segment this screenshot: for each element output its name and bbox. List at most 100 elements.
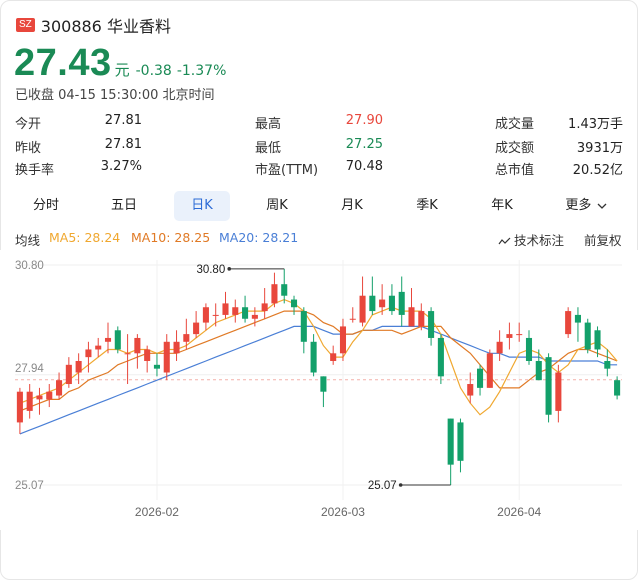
- candle: [222, 291, 229, 319]
- candle-body: [506, 334, 513, 338]
- candle: [212, 303, 219, 327]
- adjust-selector[interactable]: 前复权: [584, 230, 622, 249]
- amount-value: 3931万: [576, 141, 623, 156]
- candle: [104, 322, 112, 354]
- tab-daily-k[interactable]: 日K: [174, 191, 230, 221]
- candle-body: [614, 380, 621, 396]
- high-value: 27.90: [345, 113, 383, 128]
- candle-body: [467, 384, 474, 396]
- candle-body: [320, 376, 327, 392]
- candle: [379, 284, 386, 315]
- candle: [134, 334, 141, 369]
- tab-yearly-k[interactable]: 年K: [491, 198, 513, 213]
- candle: [163, 334, 170, 381]
- tab-intraday[interactable]: 分时: [32, 198, 59, 213]
- price-row: 27.43 元 -0.38 -1.37%: [14, 42, 226, 85]
- candle-body: [222, 303, 229, 315]
- ma5-line: [19, 298, 618, 416]
- candle-body: [349, 318, 356, 320]
- pe-value: 70.48: [345, 159, 383, 174]
- candle-body: [486, 353, 493, 388]
- candle-body: [242, 307, 249, 319]
- candle: [604, 349, 611, 377]
- candle: [320, 376, 327, 408]
- candle-body: [104, 337, 112, 342]
- x-tick-label: 2026-02: [135, 505, 179, 519]
- min-annotation-dot: [398, 483, 403, 487]
- stock-title[interactable]: 300886 华业香料: [40, 17, 171, 36]
- candle: [359, 276, 366, 327]
- x-tick-label: 2026-03: [321, 505, 365, 519]
- candle-body: [65, 364, 72, 385]
- candle: [437, 334, 444, 385]
- candle: [153, 353, 160, 377]
- candle-body: [114, 330, 121, 350]
- more-menu[interactable]: 更多: [558, 191, 614, 221]
- candle-body: [594, 330, 601, 350]
- candle-body: [193, 322, 200, 335]
- candle: [594, 326, 601, 358]
- candle-body: [232, 307, 239, 315]
- candle-body: [408, 307, 415, 327]
- candle-body: [271, 284, 278, 304]
- tab-weekly-k[interactable]: 周K: [266, 198, 288, 213]
- candle-body: [144, 349, 151, 361]
- tab-quarterly-k[interactable]: 季K: [416, 198, 438, 213]
- exchange-badge: SZ: [16, 18, 35, 32]
- candle-body: [183, 334, 190, 342]
- candle: [349, 307, 356, 323]
- adjust-label: 复权: [596, 233, 622, 248]
- candle: [418, 303, 425, 331]
- tab-five-day[interactable]: 五日: [110, 198, 137, 213]
- prev-close-label: 昨收: [15, 141, 42, 156]
- max-annotation-dot: [227, 267, 232, 271]
- candle-body: [496, 341, 503, 354]
- candle: [369, 276, 376, 315]
- candle-body: [163, 341, 170, 373]
- mktcap-value: 20.52亿: [572, 163, 623, 178]
- y-tick-label: 30.80: [15, 260, 44, 272]
- candle-body: [281, 284, 288, 296]
- candle-body: [134, 337, 141, 354]
- candle: [124, 334, 131, 385]
- adjust-prefix: 前: [584, 233, 597, 248]
- candle: [574, 307, 581, 342]
- price-change: -0.38: [135, 63, 172, 79]
- candle-body: [535, 360, 542, 381]
- ma20-legend: MA20: 28.21: [219, 230, 299, 245]
- candle-body: [447, 418, 454, 465]
- tech-annotation-toggle[interactable]: 技术标注: [498, 230, 564, 249]
- candle: [614, 376, 621, 400]
- candle: [290, 295, 298, 315]
- candle: [525, 330, 533, 365]
- candle-body: [584, 322, 591, 350]
- low-value: 27.25: [345, 137, 383, 152]
- period-tabs: 分时 五日 日K 周K 月K 季K 年K 更多: [10, 191, 630, 221]
- candle: [330, 345, 337, 365]
- ma5-legend: MA5: 28.24: [49, 230, 121, 245]
- turnover-value: 3.27%: [100, 159, 142, 174]
- volume-label: 成交量: [495, 117, 535, 132]
- candle-body: [212, 314, 219, 316]
- candle: [95, 337, 102, 358]
- candle-body: [56, 380, 63, 396]
- candle: [428, 307, 435, 346]
- candle: [16, 387, 23, 434]
- candle-body: [153, 364, 160, 369]
- candle-body: [516, 334, 523, 336]
- candle-body: [300, 311, 307, 342]
- candle: [516, 322, 523, 342]
- candle-body: [26, 391, 33, 411]
- chart-background: [0, 250, 638, 530]
- tab-monthly-k[interactable]: 月K: [341, 198, 363, 213]
- candle: [114, 326, 121, 354]
- candle: [36, 387, 43, 415]
- candle-body: [437, 337, 444, 377]
- more-label: 更多: [565, 198, 592, 213]
- ma10-legend: MA10: 28.25: [131, 230, 211, 245]
- candle: [183, 318, 190, 350]
- market-status: 已收盘 04-15 15:30:00 北京时间: [15, 88, 215, 103]
- candle: [232, 299, 239, 323]
- kline-chart[interactable]: 2026-02 2026-03 2026-04 30.80 27.94 25.07 30.8…: [0, 250, 638, 530]
- candle-body: [555, 372, 562, 411]
